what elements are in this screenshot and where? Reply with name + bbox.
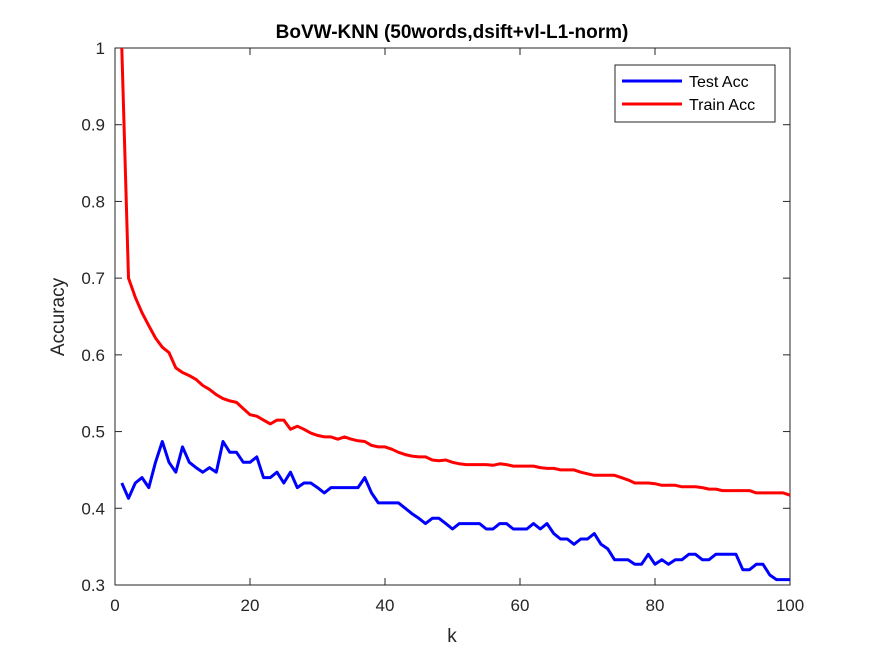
series-line-train-acc xyxy=(120,47,791,497)
y-tick-label: 0.7 xyxy=(81,269,105,288)
y-axis-ticks: 0.3 0.4 0.5 0.6 0.7 0.8 0.9 1 xyxy=(81,39,790,595)
y-axis-label: Accuracy xyxy=(48,277,69,356)
x-tick-label: 100 xyxy=(776,596,804,615)
y-tick-label: 1 xyxy=(96,39,105,58)
legend-box xyxy=(614,64,776,123)
y-tick-label: 0.9 xyxy=(81,116,105,135)
x-tick-label: 0 xyxy=(110,596,119,615)
legend-label-train-acc: Train Acc xyxy=(689,97,755,114)
y-tick-label: 0.3 xyxy=(81,576,105,595)
x-tick-label: 60 xyxy=(511,596,530,615)
x-axis-label: k xyxy=(447,626,457,647)
chart-title: BoVW-KNN (50words,dsift+vl-L1-norm) xyxy=(276,22,629,43)
series-line-test-acc xyxy=(120,440,790,582)
y-tick-label: 0.8 xyxy=(81,192,105,211)
legend-label-test-acc: Test Acc xyxy=(689,74,749,91)
x-tick-label: 80 xyxy=(646,596,665,615)
plot-area xyxy=(114,47,791,586)
y-tick-label: 0.5 xyxy=(81,423,105,442)
x-tick-label: 20 xyxy=(241,596,260,615)
x-tick-label: 40 xyxy=(376,596,395,615)
series-layer xyxy=(120,47,791,582)
legend: Test Acc Train Acc xyxy=(614,64,776,123)
y-tick-label: 0.4 xyxy=(81,499,105,518)
x-axis-ticks: 0 20 40 60 80 100 xyxy=(110,48,804,615)
y-tick-label: 0.6 xyxy=(81,346,105,365)
